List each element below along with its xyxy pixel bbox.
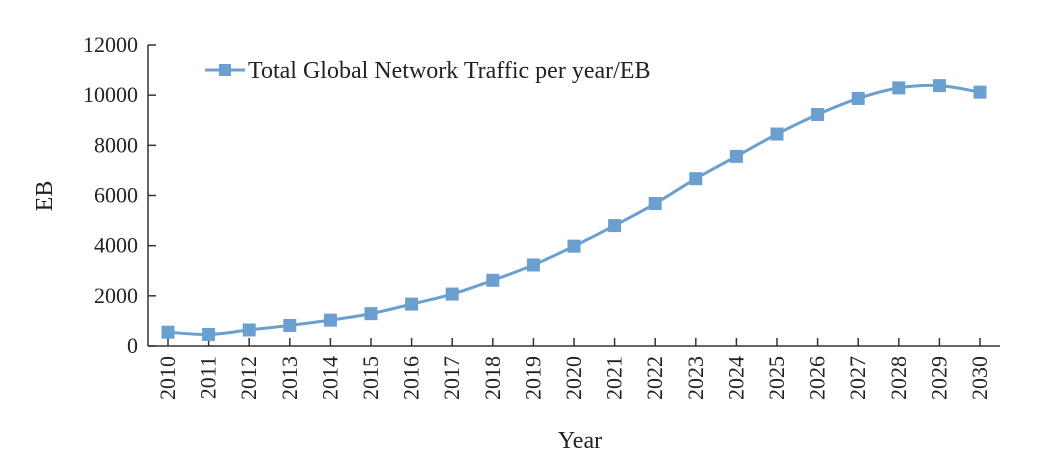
data-point-2027 [851, 91, 865, 105]
data-point-2028 [892, 81, 906, 95]
x-tick-label: 2025 [764, 356, 789, 400]
x-tick-label: 2030 [967, 356, 992, 400]
data-point-2023 [689, 172, 703, 186]
series-layer [161, 79, 987, 341]
x-tick-label: 2018 [480, 356, 505, 400]
legend-marker [219, 64, 231, 76]
data-point-2026 [811, 107, 825, 121]
x-tick-label: 2010 [155, 356, 180, 400]
x-tick-label: 2014 [317, 356, 342, 400]
data-point-2017 [445, 287, 459, 301]
x-tick-label: 2011 [196, 356, 221, 399]
axes [147, 45, 1000, 347]
y-tick-label: 2000 [94, 283, 138, 308]
x-axis-title: Year [558, 428, 602, 454]
x-tick-label: 2021 [602, 356, 627, 400]
data-point-2022 [648, 197, 662, 211]
data-point-2015 [364, 307, 378, 321]
data-point-2014 [323, 313, 337, 327]
data-point-2020 [567, 239, 581, 253]
x-tick-label: 2029 [926, 356, 951, 400]
x-tick-label: 2020 [561, 356, 586, 400]
legend-label: Total Global Network Traffic per year/EB [248, 58, 650, 84]
data-point-2012 [242, 323, 256, 337]
x-tick-label: 2012 [236, 356, 261, 400]
y-tick-label: 12000 [83, 32, 138, 57]
legend: Total Global Network Traffic per year/EB [205, 58, 650, 84]
data-point-2021 [608, 219, 622, 233]
data-point-2029 [932, 79, 946, 93]
x-tick-label: 2028 [886, 356, 911, 400]
y-tick-label: 10000 [83, 82, 138, 107]
series-line [167, 83, 981, 336]
data-point-2011 [202, 327, 216, 341]
y-tick-label: 6000 [94, 183, 138, 208]
data-point-2018 [486, 273, 500, 287]
data-point-2025 [770, 127, 784, 141]
x-tick-label: 2015 [358, 356, 383, 400]
y-ticks: 0 2000 4000 6000 8000 10000 12000 [83, 32, 156, 358]
data-point-2013 [283, 318, 297, 332]
data-point-2019 [526, 258, 540, 272]
x-tick-label: 2026 [805, 356, 830, 400]
x-tick-label: 2016 [399, 356, 424, 400]
y-axis-title: EB [32, 181, 58, 212]
x-tick-label: 2022 [642, 356, 667, 400]
x-tick-label: 2023 [683, 356, 708, 400]
data-point-2010 [161, 325, 175, 339]
x-tick-label: 2017 [439, 356, 464, 400]
y-tick-label: 8000 [94, 132, 138, 157]
y-tick-label: 0 [127, 333, 138, 358]
data-point-2024 [729, 149, 743, 163]
x-tick-label: 2024 [723, 356, 748, 400]
data-point-2016 [405, 297, 419, 311]
x-tick-label: 2013 [277, 356, 302, 400]
x-ticks: 2010 2011 2012 2013 2014 2015 2016 2017 2018 2019… [155, 338, 992, 400]
y-tick-label: 4000 [94, 233, 138, 258]
x-tick-label: 2019 [520, 356, 545, 400]
x-tick-label: 2027 [845, 356, 870, 400]
data-point-2030 [973, 85, 987, 99]
